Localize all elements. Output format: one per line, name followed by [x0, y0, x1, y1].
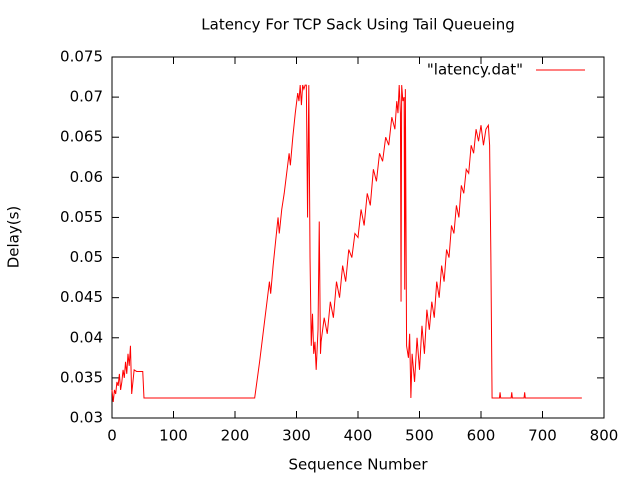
y-tick-label: 0.055 — [60, 208, 103, 226]
x-tick-label: 0 — [107, 427, 117, 445]
x-tick-label: 300 — [282, 427, 311, 445]
x-tick-label: 800 — [590, 427, 619, 445]
y-tick-label: 0.04 — [70, 328, 103, 346]
x-tick-label: 100 — [159, 427, 188, 445]
x-tick-label: 200 — [221, 427, 250, 445]
y-axis-label: Delay(s) — [5, 206, 23, 269]
chart-title: Latency For TCP Sack Using Tail Queueing — [201, 16, 514, 34]
y-tick-label: 0.07 — [70, 88, 103, 106]
y-tick-label: 0.075 — [60, 48, 103, 66]
data-line — [111, 84, 582, 403]
x-tick-label: 500 — [405, 427, 434, 445]
x-tick-label: 600 — [467, 427, 496, 445]
x-axis-label: Sequence Number — [288, 456, 428, 474]
x-tick-label: 400 — [344, 427, 373, 445]
y-tick-label: 0.06 — [70, 168, 103, 186]
y-tick-label: 0.045 — [60, 288, 103, 306]
y-tick-label: 0.065 — [60, 128, 103, 146]
y-tick-label: 0.03 — [70, 409, 103, 427]
legend-label: "latency.dat" — [427, 61, 523, 79]
x-tick-label: 700 — [528, 427, 557, 445]
y-tick-label: 0.035 — [60, 368, 103, 386]
y-tick-label: 0.05 — [70, 248, 103, 266]
